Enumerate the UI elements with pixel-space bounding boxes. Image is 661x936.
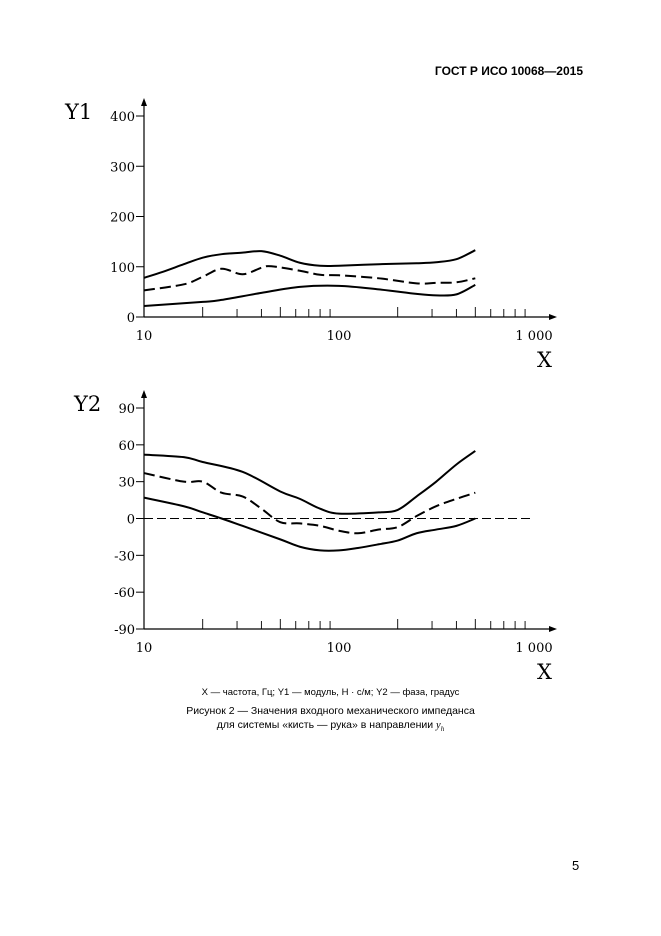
y-tick-label: 60 [118,439,135,454]
y-tick-label: 30 [118,476,135,491]
y-tick-label: 100 [110,261,135,276]
x-axis-arrow-icon [549,626,557,632]
y-tick-label: 0 [127,311,135,326]
y-axis-label: Y2 [73,392,101,416]
y-tick-label: 200 [110,211,135,226]
x-tick-label: 10 [136,329,153,344]
figure-title-line2: для системы «кисть — рука» в направлении… [0,719,661,733]
y-axis-label: Y1 [64,100,92,124]
x-tick-label: 100 [327,641,352,656]
direction-symbol: yh [436,720,445,734]
y-axis-arrow-icon [141,98,147,106]
x-tick-label: 1 000 [515,329,552,344]
y-tick-label: 0 [127,513,135,528]
x-axis-label: X [537,660,552,684]
figure-legend: X — частота, Гц; Y1 — модуль, Н · с/м; Y… [201,687,460,698]
figure-title-line1: Рисунок 2 — Значения входного механическ… [186,705,475,717]
document-header: ГОСТ Р ИСО 10068—2015 [434,64,583,78]
y-tick-label: 90 [118,402,135,417]
x-axis-label: X [537,348,552,372]
x-tick-label: 10 [136,641,153,656]
y-tick-label: 300 [110,160,135,175]
x-axis-arrow-icon [549,314,557,320]
series-line-2 [143,265,476,292]
series-line-3 [143,283,476,307]
y-axis-arrow-icon [141,390,147,398]
figure-title-text: для системы «кисть — рука» в направлении [216,719,434,731]
y-tick-label: -60 [114,586,135,601]
y-tick-label: -30 [114,549,135,564]
x-tick-label: 1 000 [515,641,552,656]
y-tick-label: -90 [114,623,135,638]
page-number: 5 [572,858,580,873]
series-line-1 [143,450,476,515]
x-tick-label: 100 [327,329,352,344]
y-tick-label: 400 [110,110,135,125]
series-line-2 [143,472,476,535]
series-line-3 [143,496,476,552]
series-line-1 [143,249,476,279]
